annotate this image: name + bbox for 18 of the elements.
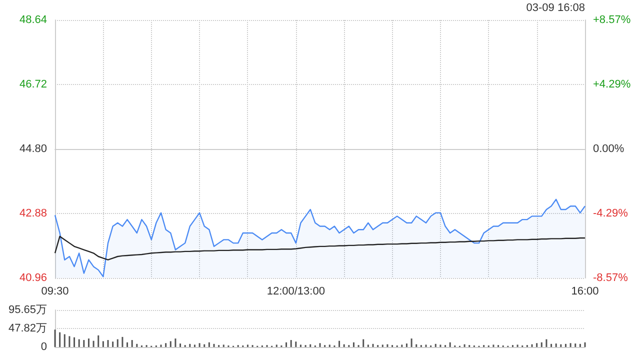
- y-tick-label: 95.65万: [8, 304, 47, 316]
- y2-tick-label: 0.00%: [593, 143, 624, 155]
- y-tick-label: 42.88: [19, 208, 47, 220]
- y2-tick-label: -8.57%: [593, 272, 628, 284]
- x-tick-label: 12:00/13:00: [266, 286, 325, 298]
- y2-tick-label: +8.57%: [593, 14, 631, 26]
- y2-tick-label: -4.29%: [593, 208, 628, 220]
- y-tick-label: 47.82万: [8, 322, 47, 334]
- y-tick-label: 44.80: [19, 143, 47, 155]
- text: 03-09 16:08: [526, 2, 585, 14]
- y-tick-label: 40.96: [19, 272, 47, 284]
- y2-tick-label: +4.29%: [593, 78, 631, 90]
- y-tick-label: 48.64: [19, 14, 47, 26]
- x-tick-label: 09:30: [41, 286, 69, 298]
- line-series: [54, 236, 586, 260]
- y-tick-label: 46.72: [19, 78, 47, 90]
- y-tick-label: 0: [40, 341, 47, 353]
- x-tick-label: 16:00: [571, 286, 599, 298]
